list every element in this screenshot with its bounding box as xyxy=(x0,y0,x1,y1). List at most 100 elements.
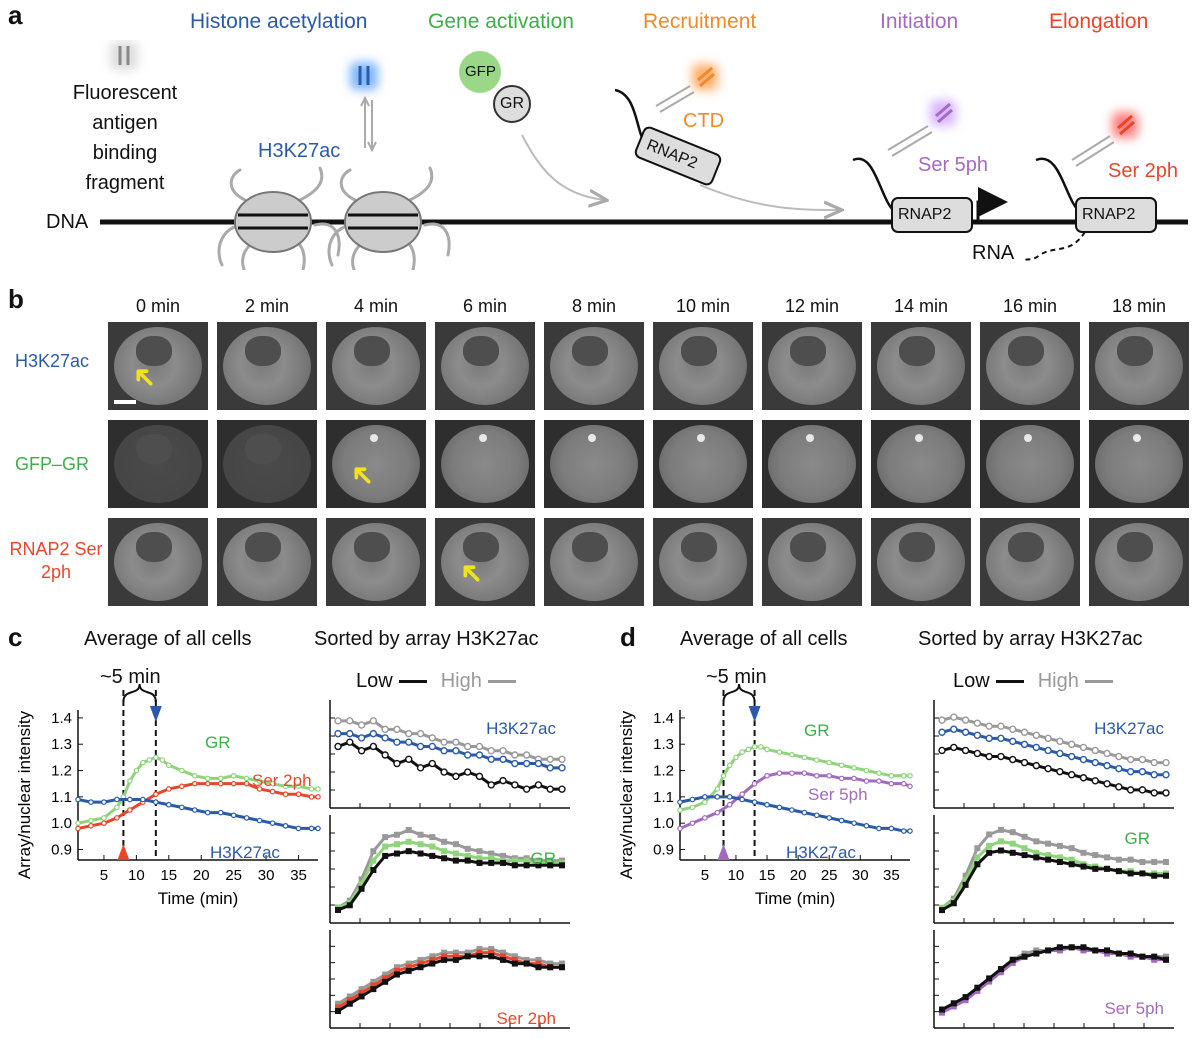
c-h3k-data-point xyxy=(452,747,460,755)
micrograph-cell xyxy=(871,322,971,410)
d-avg-data-point xyxy=(851,775,857,782)
c-avg-data-point xyxy=(315,825,321,832)
c-h3k-data-point xyxy=(381,725,389,734)
gfp-label: GFP xyxy=(465,63,496,80)
gr-circle xyxy=(493,85,531,123)
d-avg-data-point xyxy=(776,749,783,755)
c-h3k-data-point xyxy=(534,759,543,768)
d-h3k-data-point xyxy=(1079,774,1088,782)
d-ser5-data-point xyxy=(1009,959,1016,966)
d-avg-data-point xyxy=(813,757,820,763)
c-h3k-data-point xyxy=(440,747,448,755)
c-avg-data-point xyxy=(75,796,81,803)
c-avg-data-point xyxy=(230,812,237,819)
c-ser2-data-point xyxy=(393,971,400,978)
d-avg-data-point xyxy=(907,828,913,834)
nucleosome-1 xyxy=(217,166,341,270)
d-h3k-data-point xyxy=(1044,746,1052,755)
c-avg-x-tick-label: 30 xyxy=(258,867,275,884)
d-h3k-data-point xyxy=(1079,743,1088,752)
d-avg-data-point xyxy=(702,799,708,805)
d-gr-data-point xyxy=(1056,854,1063,861)
c-h3k-data-point xyxy=(440,768,448,776)
d-h3k-data-point xyxy=(1126,755,1135,764)
c-h3k-data-point xyxy=(511,751,519,759)
c-avg-series-label: GR xyxy=(205,733,231,752)
d-avg-data-point xyxy=(689,796,696,803)
d-avg-y-tick-label: 1.4 xyxy=(653,710,674,727)
c-ser2-data-point xyxy=(559,964,565,971)
d-gr-data-point xyxy=(1115,868,1122,875)
micrograph-grid: ➜ ➜ ➜ xyxy=(108,322,1189,614)
c-gr-data-point xyxy=(500,852,507,859)
c-ser2-data-point xyxy=(452,956,459,963)
d-h3k-data-point xyxy=(1032,761,1041,770)
ser5-rnap2-box xyxy=(891,197,973,233)
c-ser2-data-point xyxy=(346,1000,353,1007)
d-ser5-data-point xyxy=(1080,944,1087,951)
d-avg-x-tick-label: 10 xyxy=(728,867,745,884)
c-ser2-data-point xyxy=(476,945,483,952)
d-avg-x-tick-label: 20 xyxy=(790,867,807,884)
d-h3k-data-point xyxy=(973,719,982,727)
d-avg-data-point xyxy=(751,780,758,787)
d-h3k-data-point xyxy=(950,725,958,733)
c-avg-data-point xyxy=(114,796,120,803)
micrograph-cell xyxy=(1089,420,1189,508)
d-h3k-data-point xyxy=(1103,761,1111,770)
c-ser2-data-point xyxy=(441,953,448,960)
c-avg-data-point xyxy=(166,786,172,792)
d-ser5-data-point xyxy=(1163,953,1169,960)
d-h3k-data-point xyxy=(961,746,970,755)
micrograph-cell xyxy=(762,322,862,410)
c-ser2-data-point xyxy=(382,978,389,985)
c-gr-data-point xyxy=(441,848,448,855)
d-gr-data-point xyxy=(1033,838,1040,845)
d-avg-data-point xyxy=(851,765,857,771)
c-ser2-data-point xyxy=(429,960,436,967)
ser5-rnap2-label: RNAP2 xyxy=(898,206,952,223)
c-gr-data-point xyxy=(370,867,377,873)
c-avg-data-point xyxy=(256,786,263,792)
d-avg-data-point xyxy=(876,778,882,784)
micrograph-cell xyxy=(653,322,753,410)
c-h3k-data-point xyxy=(511,781,519,789)
c-avg-data-point xyxy=(217,809,224,816)
d-gr-data-point xyxy=(974,861,981,868)
d-gr-data-point xyxy=(1009,849,1016,856)
d-avg-data-point xyxy=(851,820,857,826)
d-avg-data-point xyxy=(900,828,907,834)
c-ser2-data-point xyxy=(429,953,436,960)
d-h3k-data-point xyxy=(1067,752,1076,761)
fab-blue-icon xyxy=(350,62,378,90)
c-avg-data-point xyxy=(204,775,211,782)
d-avg-x-tick-label: 25 xyxy=(821,867,838,884)
d-avg-data-point xyxy=(714,809,721,816)
c-ser2-data-point xyxy=(452,949,459,956)
c-h3k-data-point xyxy=(346,738,354,746)
c-avg-series-label: Ser 2ph xyxy=(252,771,312,790)
c-avg-data-point xyxy=(114,815,120,821)
c-avg-x-tick-label: 35 xyxy=(290,867,307,884)
c-gr-data-point xyxy=(452,841,459,848)
d-gr-data-point xyxy=(1127,870,1134,877)
c-ser2-data-point xyxy=(382,971,389,978)
c-ser2-data-point xyxy=(488,953,495,960)
c-avg-x-tick-label: 20 xyxy=(193,867,210,884)
d-avg-data-point xyxy=(888,825,895,832)
d-avg-x-tick-label: 30 xyxy=(852,867,869,884)
c-gr-data-point xyxy=(358,885,365,892)
c-ser2-data-point xyxy=(476,949,483,956)
c-gr-data-point xyxy=(417,841,424,848)
c-ser2-data-point xyxy=(335,1008,341,1015)
d-legend-low: Low xyxy=(953,670,990,692)
d-avg-data-point xyxy=(826,759,832,766)
d-avg-data-point xyxy=(826,772,832,779)
d-gr-data-point xyxy=(1021,833,1028,840)
scale-bar xyxy=(114,400,136,404)
c-avg-data-point xyxy=(127,796,133,803)
d-avg-peak-marker-icon xyxy=(748,706,761,722)
panel-b-letter: b xyxy=(8,284,24,314)
time-label: 10 min xyxy=(675,296,731,316)
d-gr-data-point xyxy=(1115,856,1122,863)
